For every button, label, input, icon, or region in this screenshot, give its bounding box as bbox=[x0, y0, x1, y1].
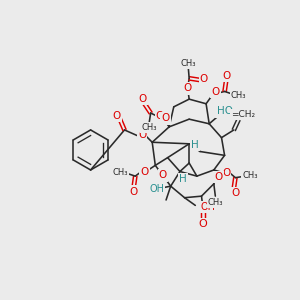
Text: O: O bbox=[184, 83, 192, 93]
Text: CH₃: CH₃ bbox=[208, 198, 223, 207]
Text: O: O bbox=[159, 170, 167, 180]
Text: O: O bbox=[231, 188, 239, 198]
Text: CH₃: CH₃ bbox=[181, 59, 196, 68]
Text: HO: HO bbox=[217, 106, 232, 116]
Text: O: O bbox=[113, 111, 121, 121]
Text: O: O bbox=[138, 130, 146, 140]
Text: =CH₂: =CH₂ bbox=[231, 110, 255, 119]
Text: O: O bbox=[139, 94, 147, 104]
Text: CH₃: CH₃ bbox=[141, 123, 157, 132]
Text: H: H bbox=[191, 140, 199, 150]
Text: CH₃: CH₃ bbox=[242, 171, 258, 180]
Text: OH: OH bbox=[149, 184, 164, 194]
Text: O: O bbox=[222, 168, 230, 178]
Text: H: H bbox=[179, 174, 187, 184]
Text: CH₃: CH₃ bbox=[113, 168, 128, 177]
Text: O: O bbox=[140, 167, 148, 176]
Text: O: O bbox=[200, 74, 208, 84]
Text: O: O bbox=[161, 113, 170, 123]
Text: O: O bbox=[211, 87, 220, 97]
Text: OH: OH bbox=[200, 202, 215, 212]
Text: O: O bbox=[223, 71, 231, 81]
Text: CH₃: CH₃ bbox=[231, 91, 246, 100]
Text: O: O bbox=[156, 111, 164, 121]
Text: O: O bbox=[130, 187, 138, 196]
Text: O: O bbox=[199, 219, 207, 229]
Text: O: O bbox=[214, 172, 223, 182]
